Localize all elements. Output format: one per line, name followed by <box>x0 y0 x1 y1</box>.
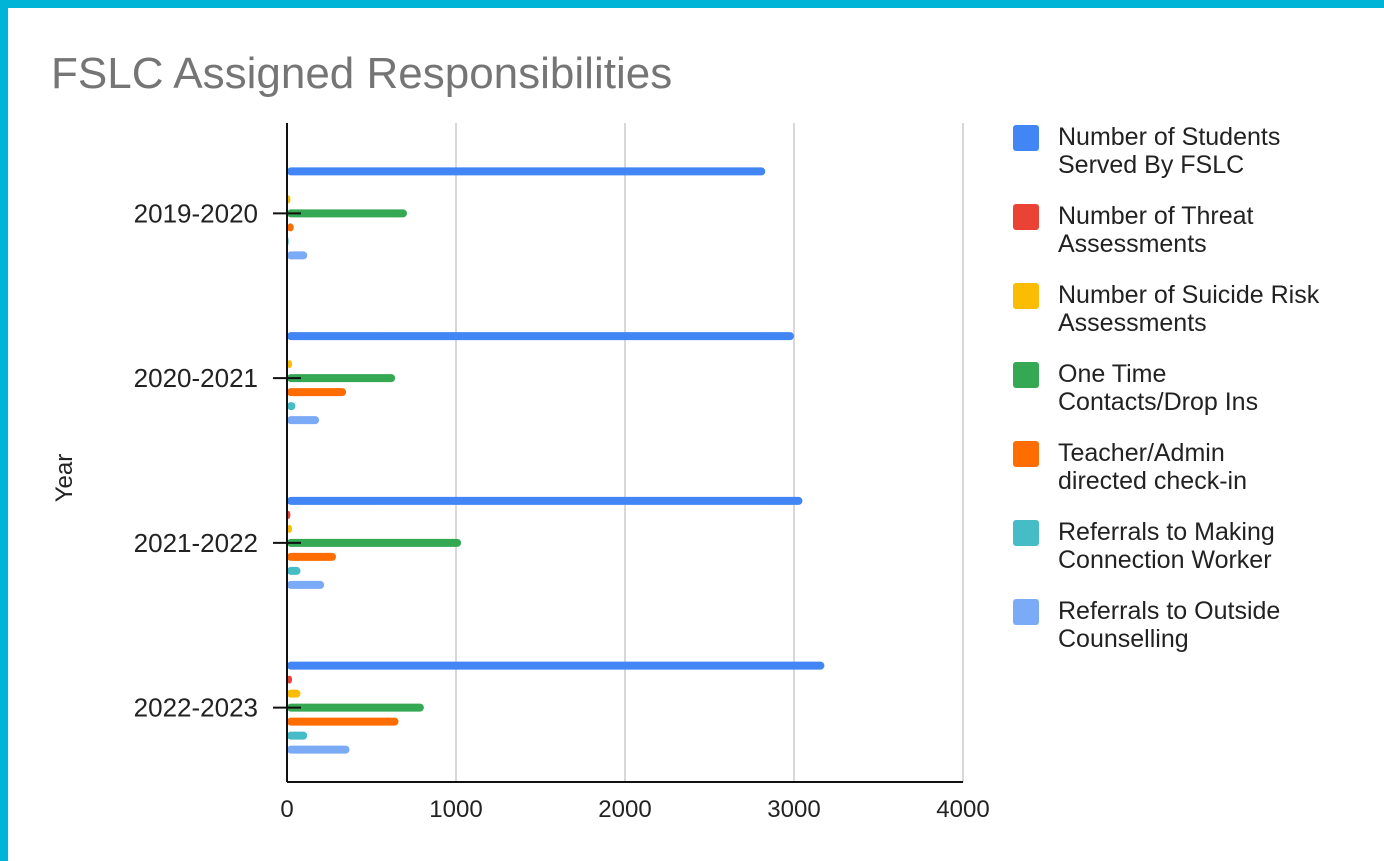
bar <box>287 497 802 505</box>
legend-label: directed check-in <box>1058 467 1247 495</box>
category-label: 2020-2021 <box>134 363 258 393</box>
legend-swatch <box>1013 125 1039 151</box>
gridlines <box>456 123 963 782</box>
legend-label: Counselling <box>1058 625 1189 653</box>
legend-swatch <box>1013 599 1039 625</box>
legend-swatch <box>1013 204 1039 230</box>
chart-frame: FSLC Assigned Responsibilities 0 1000 2000… <box>8 8 1384 861</box>
legend-label: Number of Students <box>1058 123 1280 151</box>
legend-label: Referrals to Making <box>1058 518 1275 546</box>
legend-label: Contacts/Drop Ins <box>1058 388 1258 416</box>
category-label: 2021-2022 <box>134 528 258 558</box>
x-tick-label: 3000 <box>767 796 820 823</box>
legend-label: Teacher/Admin <box>1058 439 1225 467</box>
category-label: 2019-2020 <box>134 198 258 228</box>
legend-label: Assessments <box>1058 230 1207 258</box>
x-tick-label: 4000 <box>936 796 989 823</box>
bar <box>287 553 336 561</box>
bar <box>287 690 301 698</box>
bar <box>287 402 295 410</box>
x-tick-label: 0 <box>280 796 293 823</box>
bar <box>287 209 407 217</box>
bar <box>287 539 461 547</box>
bar <box>287 374 395 382</box>
category-label: 2022-2023 <box>134 693 258 723</box>
legend-label: One Time <box>1058 360 1166 388</box>
bar <box>287 223 294 231</box>
legend-swatch <box>1013 362 1039 388</box>
bar <box>287 416 319 424</box>
bar <box>287 388 346 396</box>
bars <box>287 167 824 753</box>
bar <box>287 332 794 340</box>
legend-label: Referrals to Outside <box>1058 597 1280 625</box>
legend-label: Connection Worker <box>1058 546 1272 574</box>
chart-title: FSLC Assigned Responsibilities <box>51 49 672 98</box>
bar <box>287 704 424 712</box>
bar <box>287 167 765 175</box>
x-tick-label: 2000 <box>598 796 651 823</box>
y-axis-title: Year <box>51 454 78 503</box>
legend-label: Number of Threat <box>1058 202 1254 230</box>
bar <box>287 567 301 575</box>
chart: FSLC Assigned Responsibilities 0 1000 2000… <box>8 8 1384 861</box>
legend-label: Assessments <box>1058 309 1207 337</box>
x-tick-label: 1000 <box>429 796 482 823</box>
bar <box>287 746 350 754</box>
legend-swatch <box>1013 283 1039 309</box>
bar <box>287 581 324 589</box>
legend-swatch <box>1013 441 1039 467</box>
legend-label: Served By FSLC <box>1058 151 1244 179</box>
bar <box>287 718 399 726</box>
bar <box>287 662 824 670</box>
bar <box>287 251 307 259</box>
legend-swatch <box>1013 520 1039 546</box>
legend-label: Number of Suicide Risk <box>1058 281 1320 309</box>
axes: 0 1000 2000 3000 4000 2019-2020 2020-2021 2021-… <box>134 123 990 823</box>
bar <box>287 732 307 740</box>
